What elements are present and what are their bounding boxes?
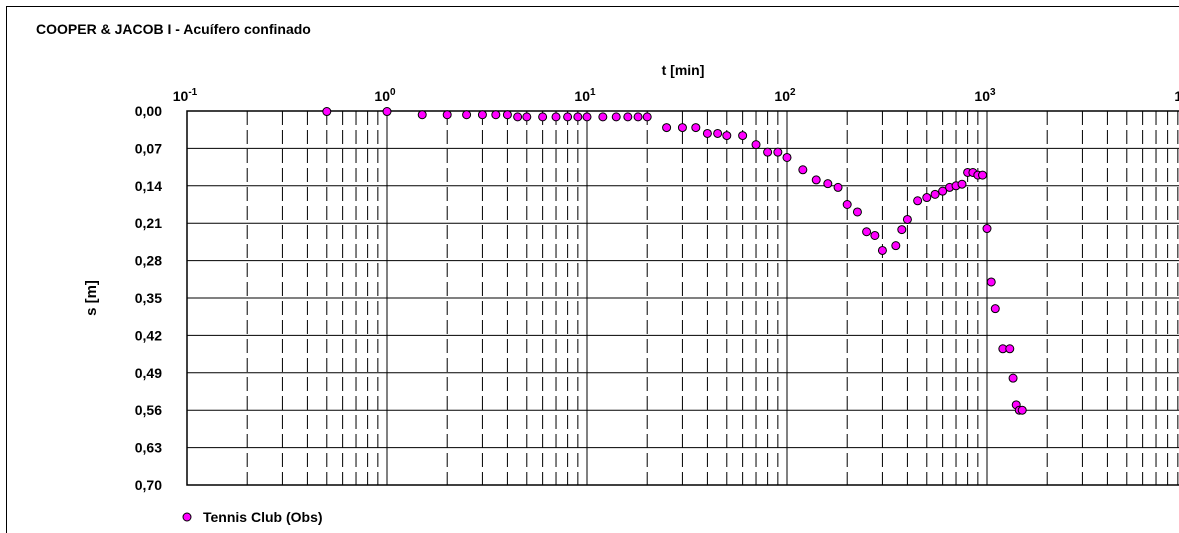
y-tick-label: 0,28 — [135, 253, 162, 269]
x-tick-label: 10-1 — [173, 87, 198, 104]
data-point — [852, 207, 862, 217]
data-point — [897, 225, 907, 235]
y-tick-label: 0,00 — [135, 103, 162, 119]
y-tick-label: 0,42 — [135, 327, 162, 343]
y-tick-label: 0,21 — [135, 215, 162, 231]
data-point — [763, 147, 773, 157]
legend-label: Tennis Club (Obs) — [203, 509, 323, 525]
data-point — [442, 110, 452, 120]
data-point — [722, 131, 732, 141]
data-point — [491, 110, 501, 120]
data-point — [573, 112, 583, 122]
data-point — [1008, 373, 1018, 383]
y-tick-label: 0,07 — [135, 140, 162, 156]
data-point — [823, 179, 833, 189]
data-point — [462, 110, 472, 120]
y-tick-label: 0,70 — [135, 477, 162, 493]
y-axis-label: s [m] — [83, 280, 100, 316]
grid — [186, 110, 1179, 486]
data-point — [913, 196, 923, 206]
data-point — [551, 112, 561, 122]
data-point — [862, 227, 872, 237]
data-point — [751, 140, 761, 150]
data-point — [502, 110, 512, 120]
data-point — [877, 245, 887, 255]
data-point — [702, 128, 712, 138]
data-point — [870, 230, 880, 240]
data-point — [691, 123, 701, 133]
data-point — [930, 189, 940, 199]
data-point — [798, 165, 808, 175]
data-point — [322, 107, 332, 117]
y-tick-label: 0,63 — [135, 440, 162, 456]
x-tick-label: 102 — [774, 87, 796, 104]
x-tick-label: 103 — [974, 87, 996, 104]
data-point — [538, 112, 548, 122]
x-tick-label: 101 — [574, 87, 596, 104]
x-tick-label: 100 — [374, 87, 396, 104]
plot-border — [186, 110, 1179, 486]
data-point — [982, 224, 992, 234]
data-point — [598, 112, 608, 122]
data-point — [477, 110, 487, 120]
data-point — [633, 112, 643, 122]
x-tick-label: 104 — [1174, 87, 1179, 104]
data-point — [773, 147, 783, 157]
data-point — [623, 112, 633, 122]
data-point — [713, 128, 723, 138]
data-point — [417, 110, 427, 120]
y-tick-label: 0,14 — [135, 178, 162, 194]
data-point — [677, 123, 687, 133]
data-point — [522, 112, 532, 122]
data-point — [922, 193, 932, 203]
data-point — [642, 112, 652, 122]
y-tick-label: 0,49 — [135, 365, 162, 381]
data-point — [582, 112, 592, 122]
data-point — [1005, 344, 1015, 354]
data-point — [782, 152, 792, 162]
data-points — [322, 107, 1027, 415]
chart-title: COOPER & JACOB I - Acuífero confinado — [36, 21, 311, 37]
data-point — [986, 277, 996, 287]
data-point — [1017, 405, 1027, 415]
chart-frame — [6, 6, 1179, 533]
data-point — [938, 186, 948, 196]
data-point — [842, 200, 852, 209]
data-point — [738, 131, 748, 141]
data-point — [611, 112, 621, 122]
data-point — [833, 182, 843, 192]
legend-marker — [182, 512, 192, 522]
legend: Tennis Club (Obs) — [182, 509, 323, 525]
data-point — [902, 214, 912, 224]
data-point — [891, 241, 901, 251]
y-tick-label: 0,35 — [135, 290, 162, 306]
data-point — [978, 170, 988, 180]
data-point — [957, 179, 967, 189]
data-point — [662, 123, 672, 133]
data-point — [382, 107, 392, 117]
x-axis-label: t [min] — [662, 62, 705, 78]
tick-labels: 0,00 0,07 0,14 0,21 0,28 0,35 0,42 0,49 0,56 0,63… — [135, 87, 1179, 493]
data-point — [563, 112, 573, 122]
data-point — [990, 304, 1000, 314]
data-point — [513, 112, 523, 122]
y-tick-label: 0,56 — [135, 402, 162, 418]
data-point — [811, 175, 821, 185]
